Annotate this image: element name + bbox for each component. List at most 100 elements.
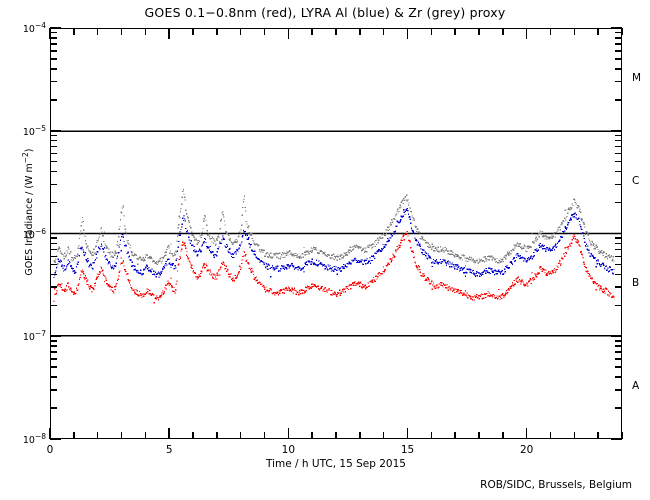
y-tick-right-major--4 (611, 27, 622, 29)
reference-lines-group (51, 130, 621, 337)
x-tick-16 (430, 432, 433, 439)
y-tick-minor (50, 263, 57, 266)
x-tick-top-7 (216, 28, 218, 35)
series-1 (53, 207, 615, 279)
x-tick-22 (573, 432, 576, 439)
y-tick-minor (50, 366, 57, 368)
y-tick-right-minor (615, 237, 622, 239)
x-tick-5 (168, 428, 170, 439)
series-group (53, 189, 615, 304)
y-tick-minor (50, 304, 57, 307)
y-tick-right-minor (615, 43, 622, 45)
plot-title: GOES 0.1−0.8nm (red), LYRA Al (blue) & Z… (144, 5, 506, 20)
y-tick-right-minor (615, 145, 622, 148)
x-tick-top-9 (263, 28, 266, 35)
y-tick-major--4 (50, 27, 61, 29)
y-tick-minor (50, 407, 57, 409)
x-tick-top-0 (49, 28, 51, 39)
y-tick-right-major--6 (611, 232, 622, 235)
y-tick-right-minor (615, 389, 622, 391)
y-tick-minor (50, 255, 57, 258)
y-tick-right-minor (615, 255, 622, 258)
y-tick-minor (50, 37, 57, 39)
x-tick-top-16 (430, 28, 433, 35)
flare-class-label-m: M (632, 71, 642, 84)
x-tick-top-2 (96, 28, 99, 35)
y-tick-right-minor (615, 68, 622, 70)
x-tick-3 (120, 432, 123, 439)
y-tick-minor (50, 242, 57, 245)
x-tick-top-11 (311, 28, 313, 35)
y-tick-right-minor (615, 263, 622, 266)
y-tick-right-minor (615, 31, 622, 34)
y-tick-right-major--5 (611, 130, 622, 132)
y-tick-label--4: 10−4 (22, 21, 46, 36)
y-tick-right-minor (615, 304, 622, 307)
y-tick-right-minor (615, 273, 622, 276)
y-tick-major--7 (50, 335, 61, 337)
x-tick-label-10: 10 (281, 444, 296, 456)
y-tick-label--7: 10−7 (22, 329, 46, 344)
y-tick-minor (50, 340, 57, 342)
y-tick-minor (50, 345, 57, 347)
y-tick-right-minor (615, 376, 622, 378)
y-tick-label--8: 10−8 (22, 432, 46, 447)
x-tick-14 (382, 432, 385, 439)
x-tick-top-18 (478, 28, 480, 35)
y-tick-right-minor (615, 201, 622, 204)
trace-lyra-al-proxy (53, 207, 615, 279)
x-tick-8 (239, 432, 242, 439)
x-tick-9 (263, 432, 266, 439)
x-tick-2 (96, 432, 99, 439)
y-tick-minor (50, 134, 57, 137)
y-tick-minor (50, 80, 57, 83)
y-tick-label--5: 10−5 (22, 123, 46, 138)
y-tick-minor (50, 31, 57, 34)
y-tick-right-minor (615, 170, 622, 173)
y-tick-minor (50, 139, 57, 142)
y-tick-minor (50, 160, 57, 163)
y-tick-right-minor (615, 139, 622, 142)
y-tick-label--6: 10−6 (22, 226, 46, 241)
x-axis-title: Time / h UTC, 15 Sep 2015 (266, 458, 406, 470)
y-tick-minor (50, 170, 57, 173)
x-tick-top-6 (192, 28, 194, 35)
x-tick-0 (49, 428, 51, 439)
y-tick-minor (50, 50, 57, 52)
x-tick-10 (287, 428, 290, 439)
y-tick-minor (50, 68, 57, 70)
x-tick-19 (502, 432, 504, 439)
y-tick-major--8 (50, 438, 61, 440)
x-tick-top-20 (525, 28, 528, 39)
x-tick-12 (335, 432, 337, 439)
x-tick-label-15: 15 (400, 444, 415, 456)
x-tick-top-22 (573, 28, 576, 35)
y-tick-right-minor (615, 248, 622, 251)
x-tick-top-17 (454, 28, 456, 35)
data-canvas (51, 130, 621, 337)
y-tick-minor (50, 286, 57, 288)
x-tick-7 (216, 432, 218, 439)
y-tick-right-major--7 (611, 335, 622, 337)
y-tick-right-minor (615, 80, 622, 83)
x-tick-top-10 (287, 28, 290, 39)
y-tick-minor (50, 376, 57, 378)
x-tick-17 (454, 432, 456, 439)
y-tick-right-minor (615, 366, 622, 368)
y-axis-title: GOES Irradiance / (W m−2) (20, 148, 36, 276)
y-tick-minor (50, 58, 57, 60)
y-tick-right-minor (615, 160, 622, 163)
x-tick-top-12 (335, 28, 337, 35)
y-tick-right-minor (615, 286, 622, 288)
flare-class-label-c: C (632, 174, 640, 187)
y-tick-right-minor (615, 340, 622, 342)
flare-class-label-b: B (632, 277, 640, 290)
x-tick-6 (192, 432, 194, 439)
y-tick-right-minor (615, 58, 622, 60)
x-tick-top-8 (239, 28, 242, 35)
y-tick-minor (50, 273, 57, 276)
y-tick-right-minor (615, 407, 622, 409)
y-tick-right-minor (615, 152, 622, 155)
x-tick-24 (621, 432, 623, 439)
